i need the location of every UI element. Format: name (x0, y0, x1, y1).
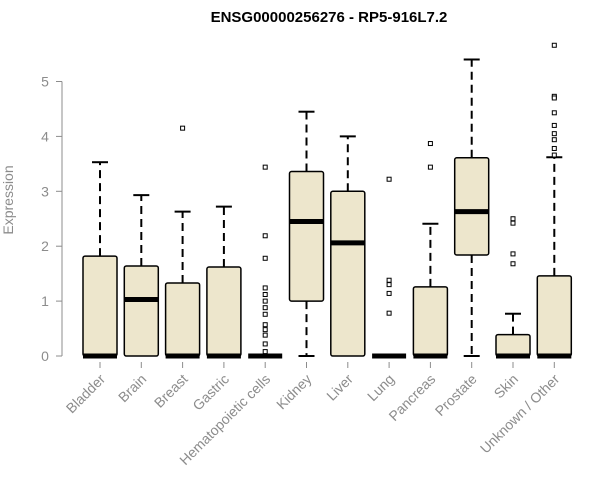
box-lung (372, 176, 407, 359)
box-kidney (288, 110, 325, 357)
outlier-point (180, 125, 186, 131)
outlier-point (551, 145, 557, 151)
box-bladder (82, 161, 118, 359)
x-tick-label: Lung (364, 371, 397, 404)
box-unknown-other (536, 42, 573, 359)
outlier-point (551, 152, 557, 158)
outlier-point (262, 164, 268, 170)
boxes-group (82, 42, 573, 359)
outlier-point (551, 95, 557, 101)
x-tick-label: Prostate (432, 371, 480, 419)
y-tick-label: 3 (41, 183, 49, 199)
outlier-point (262, 327, 268, 333)
y-tick-label: 1 (41, 293, 49, 309)
y-tick-label: 5 (41, 74, 49, 90)
y-tick-label: 2 (41, 238, 49, 254)
box-hematopoietic-cells (248, 164, 283, 359)
outlier-point (386, 176, 392, 182)
outlier-point (262, 298, 268, 304)
outlier-point (386, 290, 392, 296)
box-iqr (288, 170, 325, 302)
box-iqr (495, 333, 531, 357)
x-tick-label: Liver (323, 371, 356, 404)
outlier-point (551, 131, 557, 137)
x-tick-label: Kidney (273, 371, 315, 413)
outlier-point (262, 349, 268, 355)
outlier-point (386, 310, 392, 316)
outlier-point (551, 110, 557, 116)
chart-title: ENSG00000256276 - RP5-916L7.2 (211, 9, 448, 26)
outlier-point (551, 42, 557, 48)
box-breast (164, 125, 201, 359)
outlier-point (262, 322, 268, 328)
outlier-point (262, 332, 268, 338)
y-axis: 0 1 2 3 4 5 (41, 74, 63, 364)
box-iqr (453, 157, 490, 256)
outlier-point (386, 277, 392, 283)
box-skin (495, 216, 531, 359)
box-pancreas (412, 141, 449, 359)
outlier-point (262, 233, 268, 239)
outlier-point (551, 137, 557, 143)
outlier-point (262, 305, 268, 311)
box-brain (123, 194, 160, 357)
outlier-point (427, 164, 433, 170)
y-axis-label: Expression (0, 165, 16, 234)
outlier-point (386, 282, 392, 288)
x-tick-label: Breast (151, 371, 191, 411)
outlier-point (510, 220, 516, 226)
x-tick-label: Brain (115, 371, 149, 405)
outlier-point (510, 251, 516, 257)
box-liver (330, 135, 366, 357)
outlier-point (262, 285, 268, 291)
box-prostate (453, 58, 490, 357)
outlier-point (262, 311, 268, 317)
y-tick-label: 4 (41, 128, 49, 144)
outlier-point (510, 216, 516, 222)
x-tick-label: Skin (491, 371, 522, 402)
box-iqr (412, 286, 449, 357)
outlier-point (510, 261, 516, 267)
outlier-point (262, 255, 268, 261)
box-iqr (206, 266, 242, 357)
outlier-point (262, 292, 268, 298)
box-gastric (206, 205, 242, 359)
outlier-point (262, 341, 268, 347)
y-tick-label: 0 (41, 348, 49, 364)
box-iqr (82, 255, 118, 357)
box-iqr (164, 282, 201, 357)
x-tick-label: Bladder (63, 371, 109, 417)
box-iqr (123, 265, 160, 357)
outlier-point (427, 141, 433, 147)
box-iqr (330, 190, 366, 357)
box-iqr (536, 275, 573, 357)
outlier-point (551, 122, 557, 128)
